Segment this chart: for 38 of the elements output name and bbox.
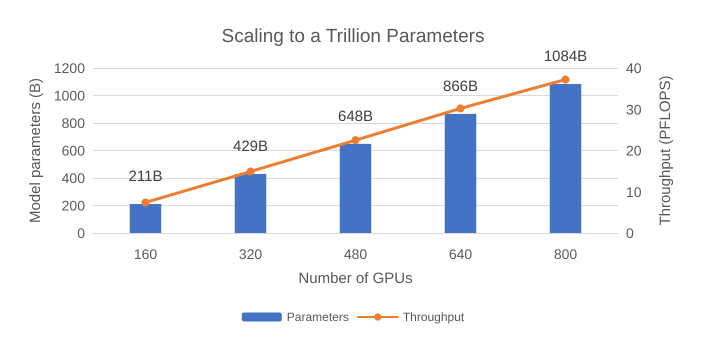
x-tick-label: 480	[344, 246, 368, 262]
x-tick-label: 640	[448, 246, 472, 262]
data-label: 211B	[128, 168, 162, 185]
data-label: 429B	[232, 138, 268, 156]
x-tick-label: 800	[554, 246, 578, 262]
y-tick-label: 600	[62, 142, 86, 158]
y-tick-label: 1200	[54, 60, 86, 76]
data-label: 648B	[338, 108, 374, 125]
bar	[444, 114, 476, 233]
x-axis-title: Number of GPUs	[298, 270, 413, 287]
x-tick-label: 160	[134, 246, 158, 262]
y2-axis-title: Throughput (PFLOPS)	[657, 75, 674, 226]
y2-tick-label: 30	[626, 101, 642, 118]
y2-tick-label: 20	[626, 142, 642, 158]
data-label: 1084B	[544, 48, 588, 65]
y2-tick-label: 10	[626, 184, 642, 200]
y2-tick-label: 40	[626, 60, 642, 76]
chart-title: Scaling to a Trillion Parameters	[222, 26, 484, 47]
y2-tick-label: 0	[626, 225, 634, 241]
y-tick-label: 200	[62, 198, 86, 214]
point	[246, 168, 254, 176]
y-tick-label: 400	[62, 170, 86, 186]
legend-label: Throughput	[402, 310, 465, 324]
point	[142, 198, 150, 206]
y-tick-label: 800	[62, 115, 86, 131]
legend-label: Parameters	[286, 310, 349, 324]
y-tick-label: 0	[77, 225, 86, 241]
point	[456, 104, 464, 112]
bar	[130, 204, 162, 233]
point	[352, 136, 360, 144]
point	[562, 76, 570, 84]
bar	[234, 174, 266, 233]
data-label: 866B	[442, 78, 478, 95]
bar	[340, 144, 372, 233]
y-tick-label: 1000	[54, 88, 86, 104]
bar	[550, 84, 582, 233]
x-tick-label: 320	[238, 246, 262, 262]
y-axis-title: Model parameters (B)	[26, 78, 44, 224]
